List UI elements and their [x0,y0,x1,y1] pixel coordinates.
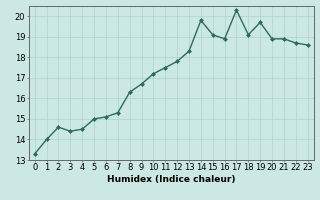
X-axis label: Humidex (Indice chaleur): Humidex (Indice chaleur) [107,175,236,184]
